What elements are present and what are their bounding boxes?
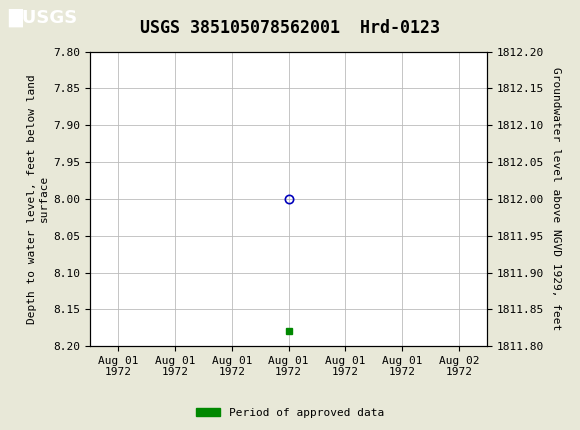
- Legend: Period of approved data: Period of approved data: [191, 403, 389, 422]
- Text: USGS 385105078562001  Hrd-0123: USGS 385105078562001 Hrd-0123: [140, 19, 440, 37]
- Text: █USGS: █USGS: [9, 9, 78, 28]
- Y-axis label: Depth to water level, feet below land
surface: Depth to water level, feet below land su…: [27, 74, 49, 324]
- Y-axis label: Groundwater level above NGVD 1929, feet: Groundwater level above NGVD 1929, feet: [551, 67, 561, 331]
